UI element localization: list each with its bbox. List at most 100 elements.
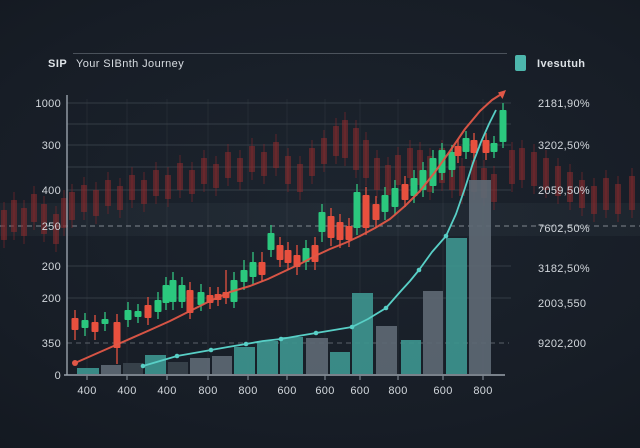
app-label: SIP [48,58,68,70]
bg-candle-body [342,120,348,158]
candle-bearish [276,245,284,260]
y-axis-label-left: 300 [42,140,61,152]
legend-label: Ivesutuh [537,58,586,70]
bg-candle-body [81,185,87,212]
candle-bullish [134,311,142,317]
bg-candle-body [321,138,327,164]
legend[interactable]: Ivesutuh [515,55,585,71]
candle-bearish [482,140,490,153]
candle-bullish [410,178,418,196]
candle-bullish [381,195,389,212]
bg-candle-body [105,180,111,206]
volume-bar-teal [330,352,350,374]
y-axis-label-right: 2003,550 [538,298,586,310]
bg-candle-body [261,152,267,176]
candle-bullish [101,319,109,324]
candle-bullish [318,212,326,232]
investment-line-dot [416,267,422,273]
investment-line-dot [349,324,355,330]
bg-candle-body [297,164,303,192]
candle-bullish [499,110,507,142]
candle-bullish [462,138,470,152]
candle-bearish [311,245,319,262]
bg-candle-body [385,165,391,195]
y-axis-label-left: 200 [42,261,61,273]
bg-candle-body [591,186,597,214]
candle-bullish [448,152,456,170]
candle-bullish [178,285,186,302]
legend-swatch-icon [515,55,526,71]
investment-line-dot [278,336,284,342]
candle-bearish [345,226,353,240]
volume-bar-teal [280,337,303,374]
candle-bullish [353,192,361,228]
bg-candle-body [11,200,17,232]
y-axis-label-right: 3182,50% [538,263,590,275]
volume-bar-gray [306,338,328,374]
volume-bar-gray [376,326,397,374]
y-axis-label-left: 350 [42,338,61,350]
x-axis-label: 600 [433,385,452,397]
bg-candle-body [363,140,369,178]
candle-bearish [71,318,79,330]
volume-bar-teal [446,238,467,374]
y-axis-label-right: 2059,50% [538,185,590,197]
candle-bearish [113,322,121,348]
x-axis-label: 600 [277,385,296,397]
bg-candle-body [31,194,37,222]
candle-bearish [401,184,409,200]
bg-candle-body [177,163,183,190]
bg-candle-body [555,166,561,196]
investment-line-dot [140,363,146,369]
x-axis-label: 400 [117,385,136,397]
y-axis-label-right: 9202,200 [538,338,586,350]
bg-candle-body [629,176,635,210]
bg-candle-body [41,204,47,234]
trend-line-red [74,92,504,364]
investment-line-dot [313,330,319,336]
candle-bullish [81,320,89,328]
candle-bearish [454,146,462,156]
bg-candle-body [395,155,401,185]
y-axis-label-left: 1000 [35,98,61,110]
candle-bullish [162,285,170,303]
bg-candle-body [141,180,147,204]
candle-bullish [249,262,257,277]
candle-bearish [144,305,152,318]
candle-bearish [258,262,266,275]
x-axis-label: 800 [198,385,217,397]
volume-bar-dark [123,363,143,374]
volume-bar-teal [257,341,278,374]
bg-candle-body [61,198,67,228]
bg-candle-body [333,126,339,156]
y-axis-label-left: 200 [42,293,61,305]
bg-candle-body [189,170,195,194]
x-axis-label: 400 [77,385,96,397]
y-axis-label-right: 2181,90% [538,98,590,110]
header-divider [73,53,507,54]
bg-candle-body [53,214,59,244]
bg-candle-body [225,152,231,178]
volume-bar-dark [168,362,188,374]
bg-candle-body [21,208,27,236]
y-axis-label-left: 250 [42,221,61,233]
x-axis-label: 800 [388,385,407,397]
bg-candle-body [1,210,7,240]
investment-line-dot [243,341,249,347]
bg-candle-body [459,166,465,196]
investment-line-teal [142,109,497,367]
candle-bearish [91,322,99,332]
candle-bullish [169,280,177,302]
volume-bar-teal [145,355,166,374]
y-axis-label-left: 400 [42,185,61,197]
bg-candle-body [93,190,99,216]
candle-bearish [362,195,370,228]
volume-bar-gray [469,180,491,374]
candle-bullish [124,310,132,320]
bg-candle-body [543,158,549,190]
candle-bearish [470,140,478,153]
candle-bearish [336,222,344,240]
bg-candle-body [374,158,380,190]
